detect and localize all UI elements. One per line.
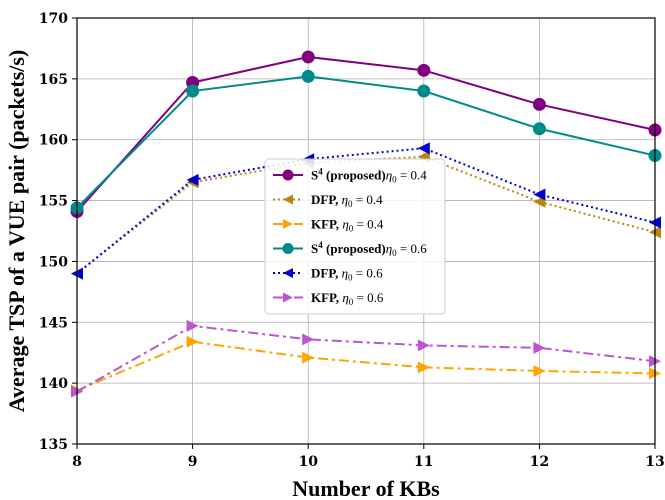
x-tick-label: 13: [645, 454, 664, 470]
data-point: [417, 339, 430, 352]
data-point: [417, 63, 431, 77]
series-line: [76, 55, 656, 213]
legend-swatch-marker: [283, 194, 293, 205]
data-point: [533, 341, 546, 354]
legend-label-part: S: [311, 241, 318, 256]
y-tick-label: 140: [39, 376, 68, 392]
legend-label-part: DFP,: [311, 192, 338, 207]
plot-frame: [76, 17, 656, 445]
legend-label-part: = 0.6: [353, 266, 384, 281]
legend-label-part: (proposed): [323, 241, 386, 256]
ticks: 8 9 10 11 12 13 135 140 145 150 155 160 165 170: [39, 11, 665, 470]
y-axis-title: Average TSP of a VUE pair (packets/s): [4, 50, 29, 413]
data-point: [302, 333, 315, 346]
y-tick-label: 150: [39, 254, 68, 270]
x-tick-label: 12: [530, 454, 549, 470]
legend-label-part: = 0.4: [397, 168, 428, 183]
legend-item: S4 (proposed)η0 = 0.4: [273, 167, 427, 185]
legend-label-part: η: [339, 217, 349, 232]
legend-swatch-marker: [283, 268, 293, 278]
data-point: [186, 173, 199, 186]
legend-label-part: KFP,: [311, 290, 339, 305]
y-tick-label: 155: [39, 194, 68, 210]
legend-label: S4 (proposed)η0 = 0.6: [311, 240, 427, 258]
legend-item: S4 (proposed)η0 = 0.6: [273, 240, 427, 258]
x-tick-label: 8: [72, 454, 82, 470]
data-point: [532, 122, 546, 136]
legend-label-part: = 0.4: [353, 192, 384, 207]
legend-label-part: 0: [348, 199, 353, 209]
legend-label-part: η: [338, 266, 348, 281]
legend-label-part: 4: [318, 167, 323, 177]
legend-label-part: η: [338, 192, 348, 207]
legend-swatch-marker: [282, 243, 294, 254]
data-point: [301, 69, 315, 83]
legend-label: S4 (proposed)η0 = 0.4: [311, 167, 427, 185]
legend-label-part: 0: [392, 175, 397, 185]
legend-label-part: KFP,: [311, 217, 339, 232]
data-point: [417, 84, 431, 98]
y-tick-label: 160: [39, 133, 68, 149]
x-tick-label: 11: [414, 454, 433, 470]
series-line: [76, 75, 656, 209]
legend-label-part: η: [339, 290, 349, 305]
legend-swatch-marker: [282, 169, 294, 181]
legend-label-part: 4: [318, 240, 323, 250]
data-point: [186, 319, 199, 332]
legend-label-part: = 0.6: [397, 241, 428, 256]
data-point: [301, 50, 315, 64]
legend-label-part: (proposed): [323, 168, 386, 183]
data-point: [417, 142, 430, 155]
legend-item: DFP, η0 = 0.6: [273, 266, 383, 283]
legend-label-part: 0: [392, 248, 397, 258]
legend-swatch-marker: [283, 292, 293, 303]
legend-label: KFP, η0 = 0.6: [311, 290, 384, 307]
series-line: [76, 340, 656, 392]
series-line: [76, 324, 656, 393]
series-line: [76, 147, 656, 275]
legend-label: DFP, η0 = 0.6: [311, 266, 383, 283]
legend-item: DFP, η0 = 0.4: [273, 192, 383, 209]
legend-label: DFP, η0 = 0.4: [311, 192, 383, 209]
series-layer: [70, 50, 662, 398]
y-tick-label: 165: [39, 72, 68, 88]
data-point: [302, 351, 315, 364]
legend-box: [264, 158, 446, 315]
series-2: [71, 335, 661, 397]
legend-label-part: η: [386, 241, 392, 256]
legend-label-part: 0: [348, 273, 353, 283]
series-3: [70, 69, 662, 215]
legend-label-part: η: [386, 168, 392, 183]
x-tick-label: 10: [298, 454, 318, 470]
x-axis-title: Number of KBs: [292, 476, 440, 500]
legend-label-part: 0: [349, 297, 354, 307]
y-tick-label: 135: [39, 437, 68, 453]
data-point: [186, 335, 199, 348]
data-point: [532, 97, 546, 111]
x-tick-label: 9: [188, 454, 198, 470]
y-tick-label: 145: [39, 315, 68, 331]
data-point: [417, 361, 430, 374]
legend-item: KFP, η0 = 0.6: [273, 290, 384, 307]
series-5: [71, 319, 661, 398]
y-tick-label: 170: [39, 11, 68, 27]
legend-label-part: 0: [349, 224, 354, 234]
legend-label-part: S: [311, 168, 318, 183]
legend-label-part: = 0.4: [353, 217, 384, 232]
legend-item: KFP, η0 = 0.4: [273, 217, 384, 234]
data-point: [186, 84, 200, 98]
legend-label-part: DFP,: [311, 266, 338, 281]
data-point: [533, 364, 546, 377]
data-point: [533, 188, 546, 201]
legend-label: KFP, η0 = 0.4: [311, 217, 384, 234]
legend-swatch-marker: [283, 219, 293, 229]
legend-label-part: = 0.6: [353, 290, 384, 305]
